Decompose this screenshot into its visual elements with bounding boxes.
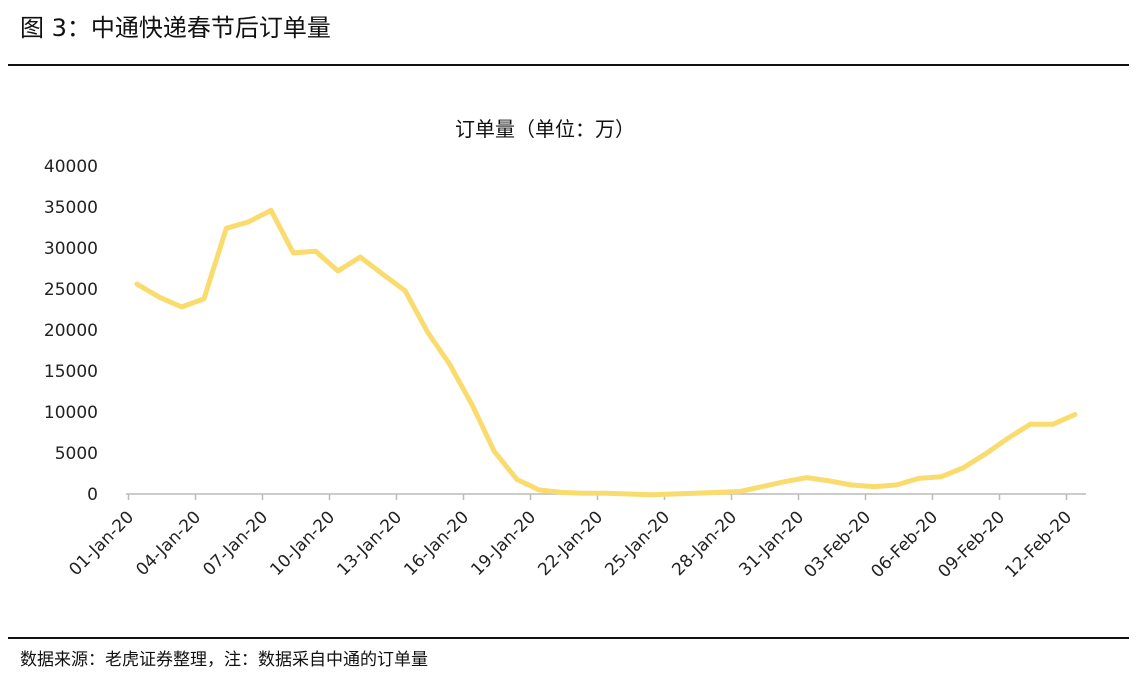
y-tick-label: 30000 — [44, 239, 98, 259]
y-tick-label: 15000 — [44, 362, 98, 382]
x-axis-ticks: 01-Jan-2004-Jan-2007-Jan-2010-Jan-2013-J… — [65, 494, 1076, 582]
y-tick-label: 25000 — [44, 280, 98, 300]
bottom-rule — [8, 637, 1129, 639]
x-tick-label: 13-Jan-20 — [333, 507, 406, 580]
y-tick-label: 40000 — [44, 157, 98, 177]
series-points — [135, 208, 1078, 498]
chart-title: 订单量（单位：万） — [455, 117, 635, 141]
source-note: 数据来源：老虎证券整理，注：数据采自中通的订单量 — [20, 650, 428, 670]
y-tick-label: 5000 — [55, 444, 98, 464]
x-tick-label: 16-Jan-20 — [400, 507, 473, 580]
x-tick-label: 09-Feb-20 — [934, 507, 1009, 582]
x-tick-label: 06-Feb-20 — [867, 507, 942, 582]
y-tick-label: 10000 — [44, 403, 98, 423]
series-line-order-volume — [134, 207, 1078, 498]
x-tick-label: 03-Feb-20 — [800, 507, 875, 582]
x-tick-label: 07-Jan-20 — [199, 507, 272, 580]
y-tick-label: 0 — [87, 485, 98, 505]
top-rule — [8, 64, 1129, 66]
x-tick-label: 25-Jan-20 — [601, 507, 674, 580]
x-tick-label: 10-Jan-20 — [266, 507, 339, 580]
x-tick-label: 04-Jan-20 — [132, 507, 205, 580]
x-tick-label: 31-Jan-20 — [735, 507, 808, 580]
figure-title: 图 3：中通快递春节后订单量 — [20, 14, 331, 42]
y-tick-label: 20000 — [44, 321, 98, 341]
y-tick-label: 35000 — [44, 198, 98, 218]
x-tick-label: 22-Jan-20 — [534, 507, 607, 580]
x-tick-label: 28-Jan-20 — [668, 507, 741, 580]
y-axis-ticks: 0 5000 10000 15000 20000 25000 30000 35000 40000 — [44, 157, 98, 505]
x-tick-label: 19-Jan-20 — [467, 507, 540, 580]
x-tick-label: 12-Feb-20 — [1001, 507, 1076, 582]
x-tick-label: 01-Jan-20 — [65, 507, 138, 580]
